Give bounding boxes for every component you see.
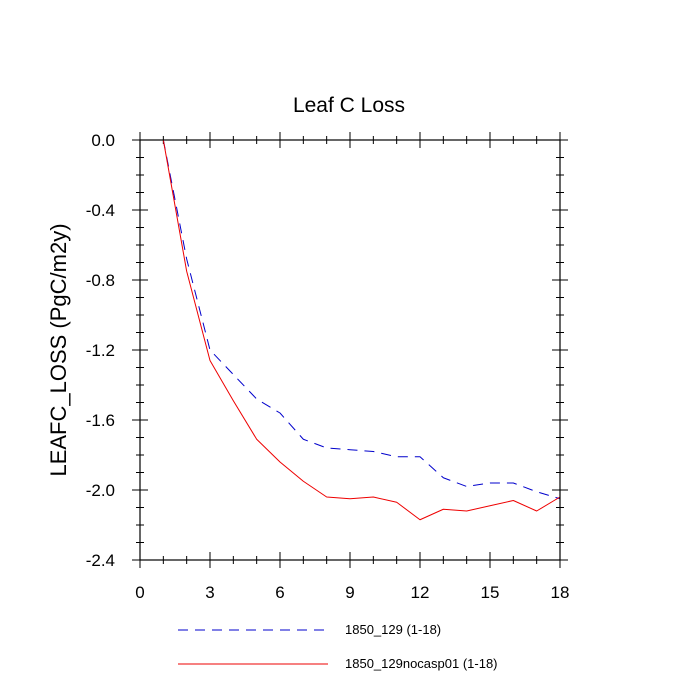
y-tick-label-4: -1.6 bbox=[86, 411, 115, 430]
y-axis-ticks bbox=[132, 139, 568, 561]
plot-frame bbox=[139, 139, 561, 561]
chart-title: Leaf C Loss bbox=[293, 94, 405, 117]
series-line-1850-129 bbox=[162, 139, 561, 500]
y-tick-label-3: -1.2 bbox=[86, 341, 115, 360]
y-tick-label-0: 0.0 bbox=[91, 131, 115, 150]
y-tick-label-1: -0.4 bbox=[86, 201, 115, 220]
y-tick-label-2: -0.8 bbox=[86, 271, 115, 290]
series-line-1850-129nocasp01 bbox=[162, 139, 561, 521]
x-tick-label-9: 9 bbox=[345, 583, 354, 602]
y-tick-label-6: -2.4 bbox=[86, 551, 115, 570]
legend: 1850_129 (1-18) 1850_129nocasp01 (1-18) bbox=[178, 622, 498, 671]
x-tick-label-12: 12 bbox=[411, 583, 430, 602]
x-tick-label-15: 15 bbox=[481, 583, 500, 602]
y-axis-tick-labels: 0.0 -0.4 -0.8 -1.2 -1.6 -2.0 -2.4 bbox=[86, 131, 115, 570]
x-tick-label-18: 18 bbox=[551, 583, 570, 602]
legend-label-1850-129nocasp01: 1850_129nocasp01 (1-18) bbox=[345, 656, 498, 671]
x-tick-label-0: 0 bbox=[135, 583, 144, 602]
y-axis-label: LEAFC_LOSS (PgC/m2y) bbox=[46, 223, 71, 476]
y-tick-label-5: -2.0 bbox=[86, 481, 115, 500]
x-axis-ticks bbox=[139, 132, 561, 568]
x-tick-label-3: 3 bbox=[205, 583, 214, 602]
x-axis-tick-labels: 0 3 6 9 12 15 18 bbox=[135, 583, 569, 602]
plot-series bbox=[162, 139, 561, 521]
legend-label-1850-129: 1850_129 (1-18) bbox=[345, 622, 441, 637]
x-tick-label-6: 6 bbox=[275, 583, 284, 602]
